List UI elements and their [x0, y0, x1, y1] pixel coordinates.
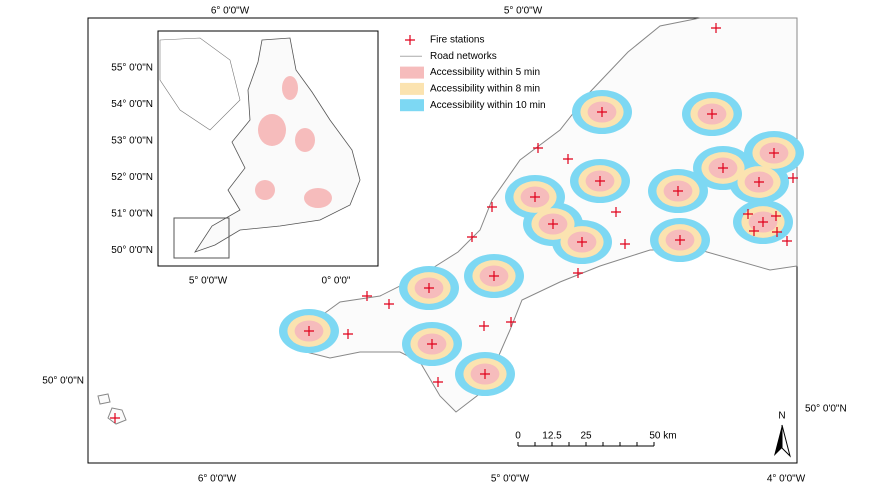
legend-label: Accessibility within 8 min	[430, 84, 540, 95]
inset-axis-label: 5° 0'0"W	[189, 276, 228, 287]
arrow-left	[774, 425, 782, 456]
fire-station	[758, 217, 768, 227]
arrow-right	[781, 424, 791, 458]
inset-area	[295, 128, 315, 152]
inset-extent-box	[173, 217, 230, 259]
inset-ireland	[159, 37, 241, 131]
inset-map: 55° 0'0"N 54° 0'0"N 53° 0'0"N 52° 0'0"N 51° …	[111, 30, 379, 287]
fire-station	[362, 291, 372, 301]
scale-bar: 0 12.5 25 50 km	[515, 431, 677, 447]
legend-symbol	[400, 99, 424, 112]
legend-label: Accessibility within 5 min	[430, 67, 540, 78]
fire-station	[548, 219, 558, 229]
axis-label: 6° 0'0"W	[211, 6, 250, 17]
legend-symbol	[405, 35, 415, 45]
fire-station	[771, 211, 781, 221]
scale-label: 50 km	[649, 431, 676, 442]
fire-station	[304, 326, 314, 336]
fire-station	[489, 271, 499, 281]
inset-axis-label: 50° 0'0"N	[111, 245, 153, 256]
inset-axis-label: 54° 0'0"N	[111, 99, 153, 110]
legend-symbol	[400, 82, 424, 95]
fire-station	[424, 283, 434, 293]
axis-label: 5° 0'0"W	[504, 6, 543, 17]
fire-stations	[110, 23, 798, 423]
fire-station	[769, 148, 779, 158]
island	[107, 407, 127, 425]
island	[97, 393, 111, 405]
inset-area	[255, 180, 275, 200]
axis-label: 6° 0'0"W	[198, 474, 237, 485]
fire-station	[707, 109, 717, 119]
inset-axis-label: 51° 0'0"N	[111, 209, 153, 220]
fire-station	[480, 369, 490, 379]
north-arrow: N	[774, 411, 791, 458]
scale-label: 0	[515, 431, 521, 442]
inset-axis-label: 53° 0'0"N	[111, 136, 153, 147]
fire-station	[427, 339, 437, 349]
fire-station	[467, 232, 477, 242]
fire-station	[577, 237, 587, 247]
fire-station	[479, 321, 489, 331]
fire-station	[788, 173, 798, 183]
inset-area	[258, 114, 286, 146]
fire-station	[718, 163, 728, 173]
axis-label: 50° 0'0"N	[805, 404, 847, 415]
fire-station	[433, 377, 443, 387]
inset-axis-label: 0° 0'0"	[322, 276, 351, 287]
fire-station	[530, 192, 540, 202]
north-label: N	[778, 411, 785, 422]
axis-label: 5° 0'0"W	[491, 474, 530, 485]
fire-station	[673, 186, 683, 196]
fire-station	[506, 317, 516, 327]
fire-station	[772, 227, 782, 237]
fire-station	[754, 177, 764, 187]
fire-station	[620, 239, 630, 249]
fire-station	[343, 329, 353, 339]
scale-label: 25	[580, 431, 592, 442]
legend-label: Accessibility within 10 min	[430, 100, 546, 111]
fire-station	[711, 23, 721, 33]
legend-label: Road networks	[430, 51, 497, 62]
fire-station	[533, 143, 543, 153]
fire-station	[782, 236, 792, 246]
fire-station	[749, 226, 759, 236]
fire-station	[563, 154, 573, 164]
inset-axis-label: 55° 0'0"N	[111, 63, 153, 74]
inset-area	[282, 76, 298, 100]
inset-axis-label: 52° 0'0"N	[111, 172, 153, 183]
axis-label: 50° 0'0"N	[42, 376, 84, 387]
fire-station	[573, 268, 583, 278]
fire-station	[595, 176, 605, 186]
fire-station	[611, 207, 621, 217]
fire-station	[675, 235, 685, 245]
fire-station	[487, 202, 497, 212]
fire-station	[384, 299, 394, 309]
fire-station	[110, 413, 120, 423]
axis-label: 4° 0'0"W	[767, 474, 806, 485]
fire-station	[743, 209, 753, 219]
legend-label: Fire stations	[430, 35, 484, 46]
inset-area	[304, 188, 332, 208]
fire-station	[597, 107, 607, 117]
scale-label: 12.5	[542, 431, 562, 442]
legend: Fire stations Road networks Accessibility …	[400, 35, 546, 112]
legend-symbol	[400, 66, 424, 79]
